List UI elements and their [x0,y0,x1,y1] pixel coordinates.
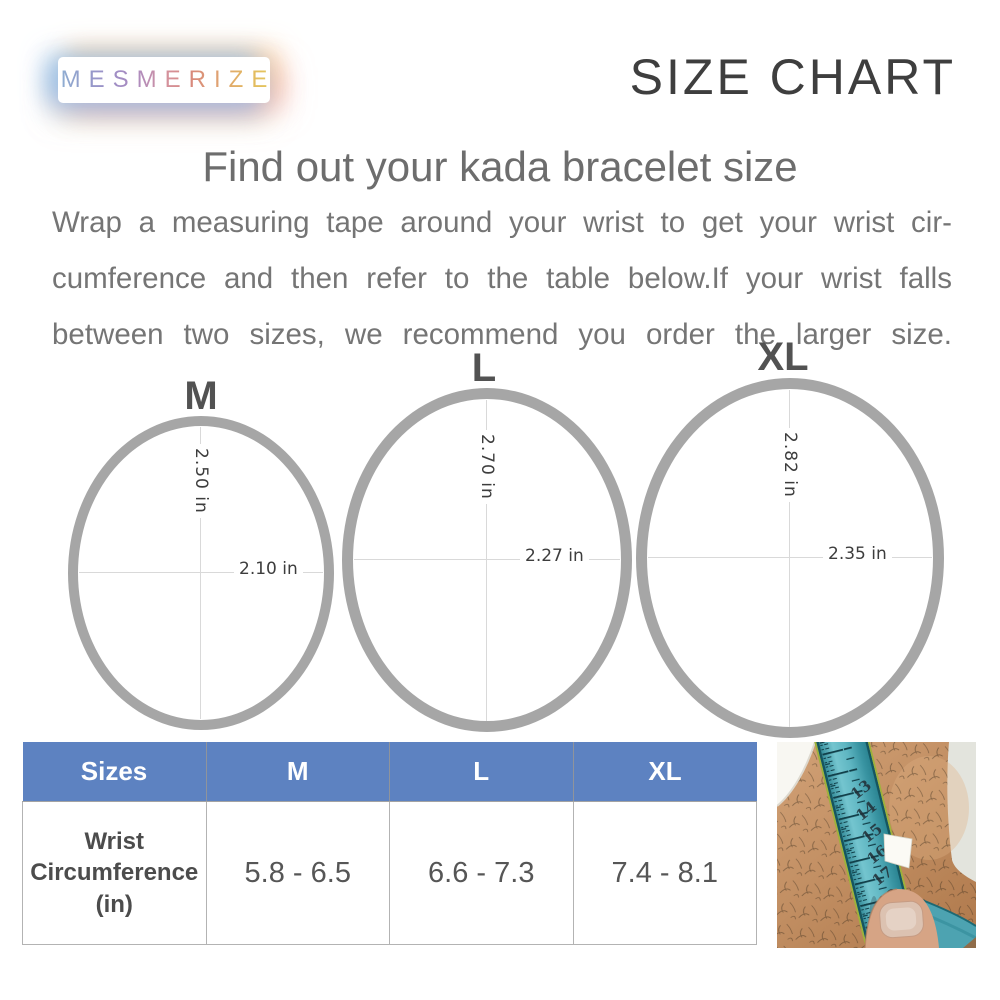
intro-line: between two sizes, we recommend you orde… [52,318,952,351]
column-header-l: L [389,742,574,802]
diameter-hline-xl [648,557,932,558]
brand-logo: MESMERIZE [58,57,270,103]
diameter-vline-m [200,427,201,719]
height-measurement-l: 2.70 in [476,430,498,504]
tape-tag [883,833,913,869]
width-measurement-m: 2.10 in [234,557,303,581]
height-measurement-m: 2.50 in [190,444,212,518]
intro-line: cumference and then refer to the table b… [52,262,952,295]
diameter-hline-m [79,572,323,573]
table-row: Wrist Circumference (in) 5.8 - 6.5 6.6 -… [22,801,757,945]
column-header-xl: XL [573,742,757,802]
width-measurement-l: 2.27 in [520,544,589,568]
thumb [864,888,976,948]
intro-text: Wrap a measuring tape around your wrist … [52,198,952,366]
page-title: SIZE CHART [629,49,956,105]
height-measurement-xl: 2.82 in [779,428,801,502]
size-table: Sizes M L XL Wrist Circumference (in) 5.… [22,742,757,945]
size-label-xl: XL [757,335,809,379]
bracelet-ring-m [68,416,334,730]
table-header-row: Sizes M L XL [22,742,757,802]
width-measurement-xl: 2.35 in [823,542,892,566]
value-cell-xl: 7.4 - 8.1 [572,801,757,945]
wrist-photo: 13 14 15 16 17 18 [777,742,976,948]
column-header-m: M [206,742,390,802]
row-label-wrist-circumference: Wrist Circumference (in) [22,801,207,945]
intro-heading: Find out your kada bracelet size [202,143,798,190]
size-label-m: M [184,374,218,418]
thumbnail [879,900,924,939]
brand-logo-text: MESMERIZE [53,66,276,94]
value-cell-m: 5.8 - 6.5 [205,801,390,945]
diameter-vline-xl [789,390,790,727]
value-cell-l: 6.6 - 7.3 [389,801,574,945]
size-label-l: L [471,346,497,390]
bracelet-ring-l [342,388,632,732]
diameter-vline-l [486,400,487,721]
diameter-hline-l [354,559,620,560]
column-header-sizes: Sizes [22,742,207,802]
intro-line: Wrap a measuring tape around your wrist … [52,206,952,239]
sleeve-fabric [777,742,816,807]
bracelet-ring-xl [636,378,944,738]
